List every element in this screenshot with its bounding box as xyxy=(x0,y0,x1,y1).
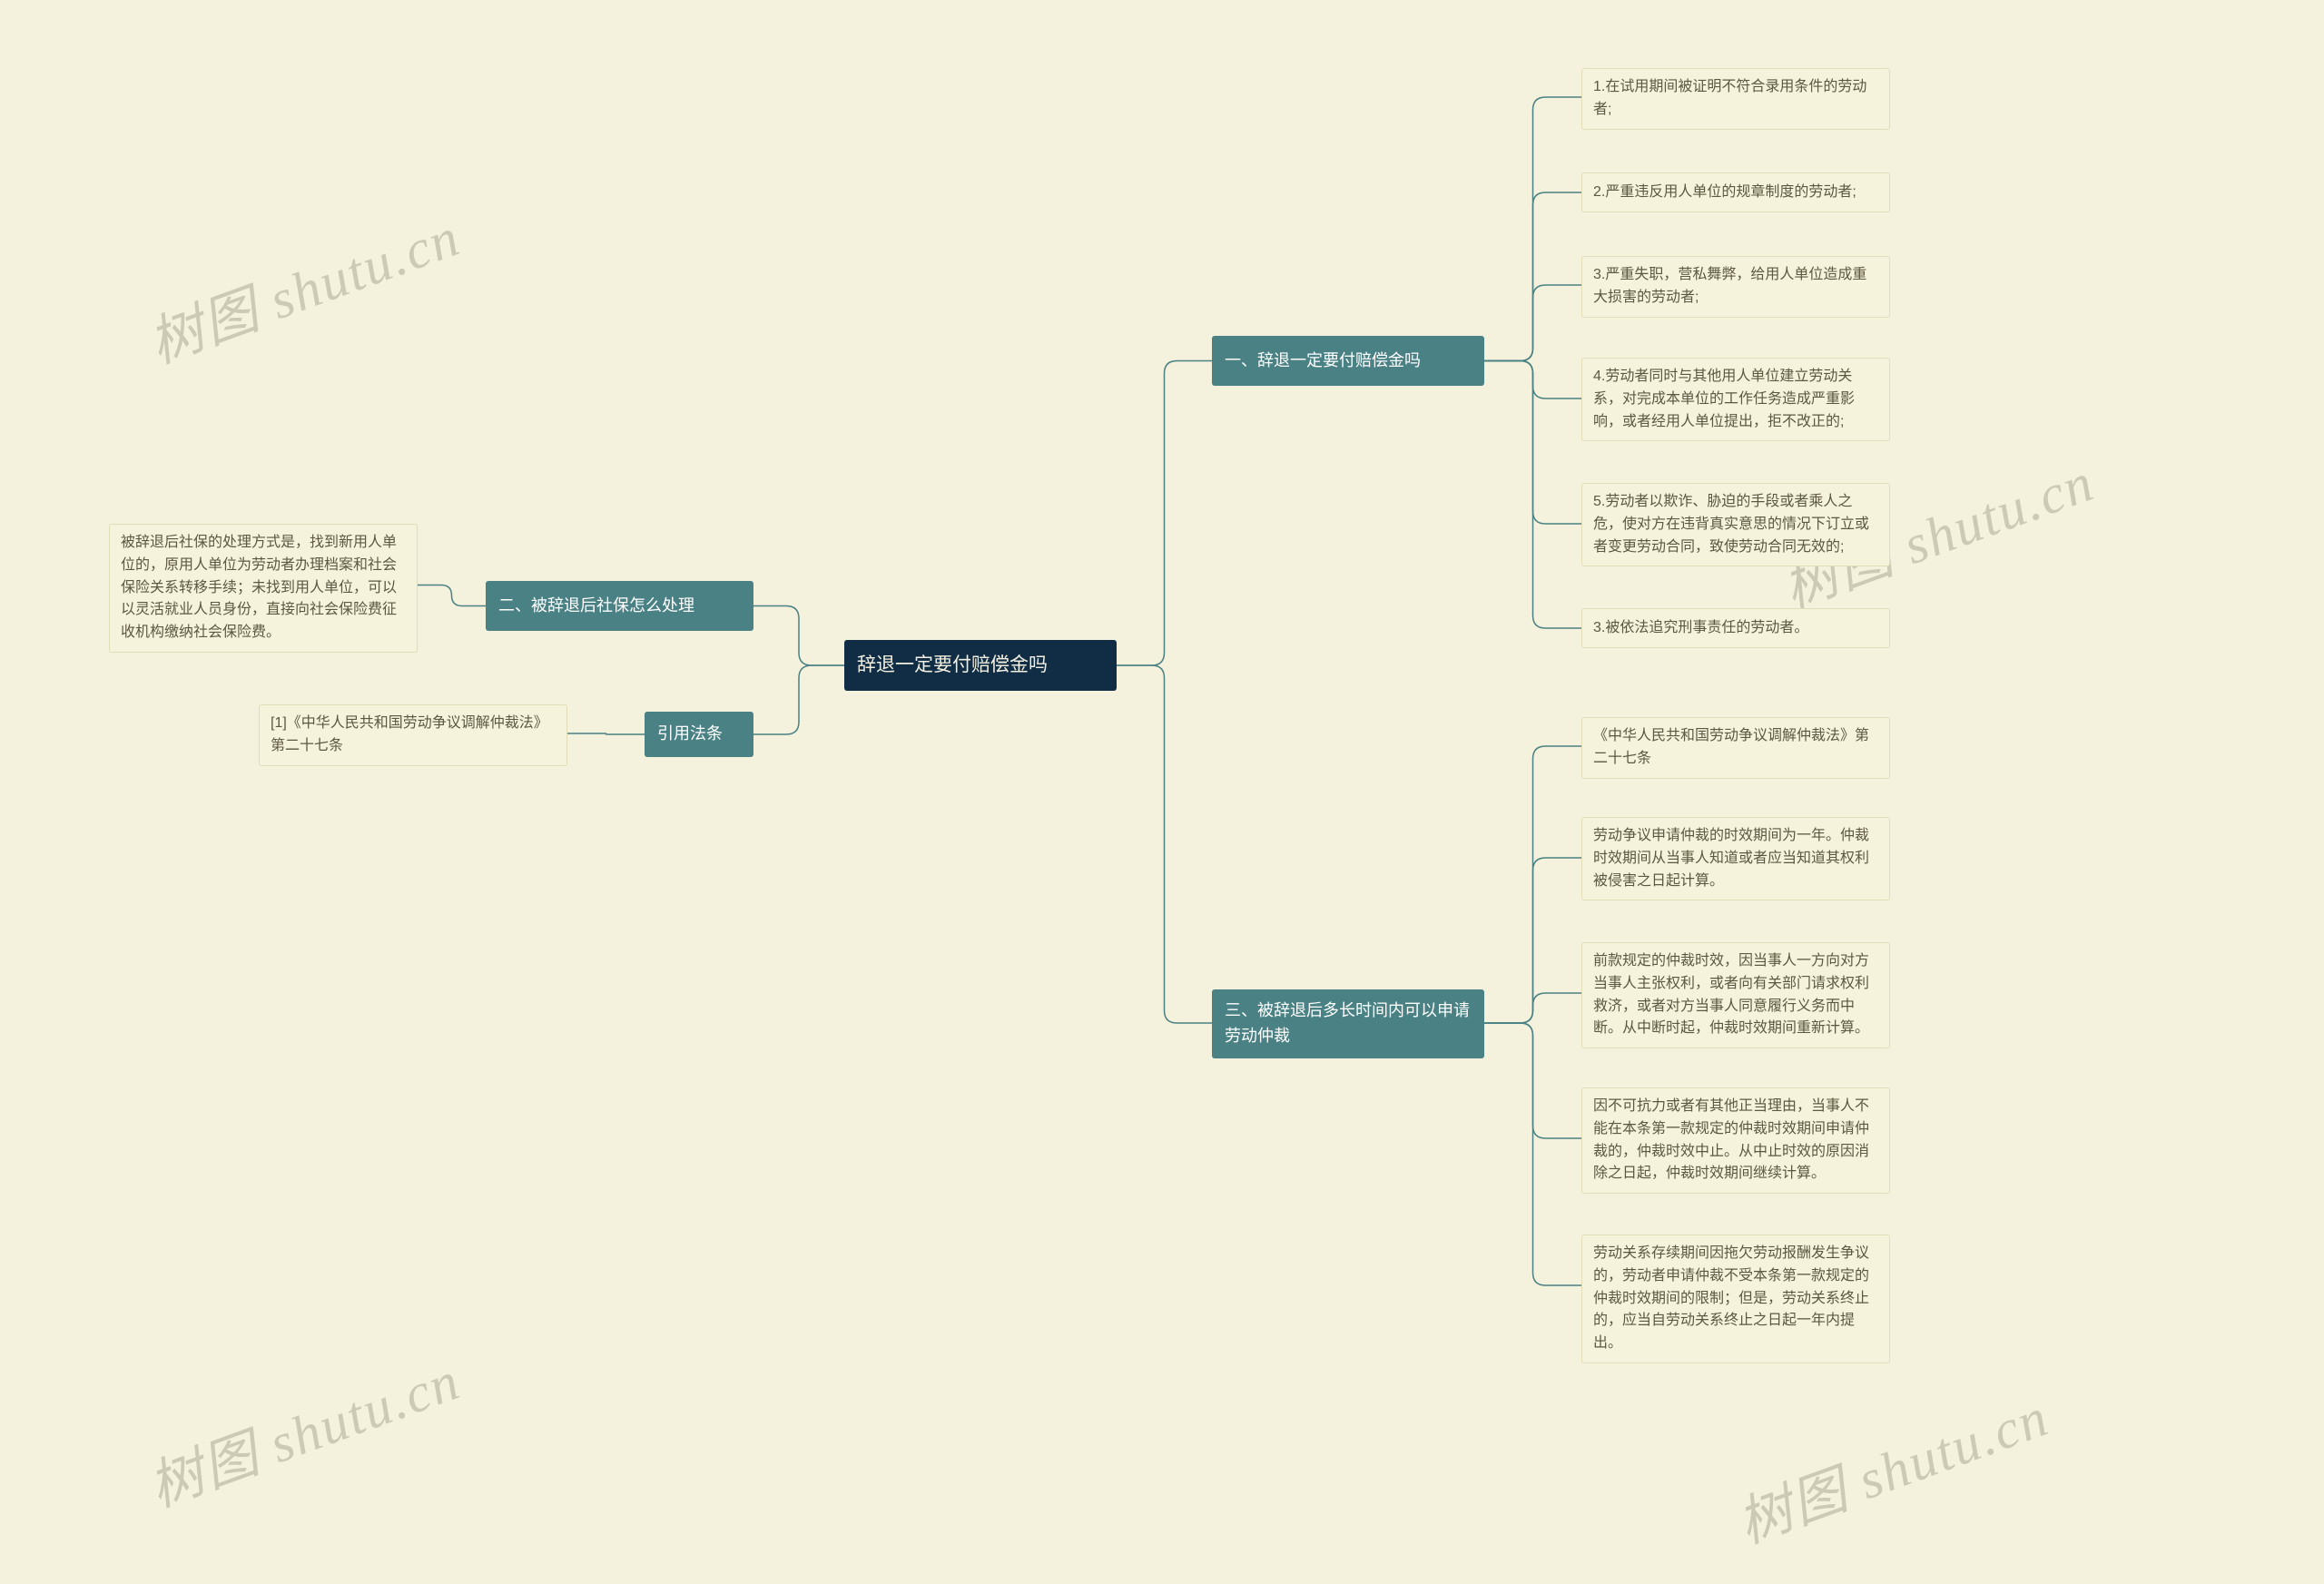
connector-layer xyxy=(0,0,2324,1584)
leaf-node[interactable]: 劳动争议申请仲裁的时效期间为一年。仲裁时效期间从当事人知道或者应当知道其权利被侵… xyxy=(1581,817,1890,900)
branch-node[interactable]: 二、被辞退后社保怎么处理 xyxy=(486,581,753,631)
root-node[interactable]: 辞退一定要付赔偿金吗 xyxy=(844,640,1117,691)
leaf-node[interactable]: 前款规定的仲裁时效，因当事人一方向对方当事人主张权利，或者向有关部门请求权利救济… xyxy=(1581,942,1890,1048)
leaf-node[interactable]: [1]《中华人民共和国劳动争议调解仲裁法》第二十七条 xyxy=(259,704,567,766)
watermark: 树图 shutu.cn xyxy=(136,193,469,379)
leaf-node[interactable]: 被辞退后社保的处理方式是，找到新用人单位的，原用人单位为劳动者办理档案和社会保险… xyxy=(109,524,418,653)
leaf-node[interactable]: 2.严重违反用人单位的规章制度的劳动者; xyxy=(1581,172,1890,212)
watermark: 树图 shutu.cn xyxy=(1725,1373,2058,1559)
leaf-node[interactable]: 5.劳动者以欺诈、胁迫的手段或者乘人之危，使对方在违背真实意思的情况下订立或者变… xyxy=(1581,483,1890,566)
leaf-node[interactable]: 因不可抗力或者有其他正当理由，当事人不能在本条第一款规定的仲裁时效期间申请仲裁的… xyxy=(1581,1087,1890,1194)
branch-node[interactable]: 三、被辞退后多长时间内可以申请劳动仲裁 xyxy=(1212,989,1484,1058)
leaf-node[interactable]: 劳动关系存续期间因拖欠劳动报酬发生争议的，劳动者申请仲裁不受本条第一款规定的仲裁… xyxy=(1581,1235,1890,1363)
leaf-node[interactable]: 1.在试用期间被证明不符合录用条件的劳动者; xyxy=(1581,68,1890,130)
leaf-node[interactable]: 3.被依法追究刑事责任的劳动者。 xyxy=(1581,608,1890,648)
leaf-node[interactable]: 3.严重失职，营私舞弊，给用人单位造成重大损害的劳动者; xyxy=(1581,256,1890,318)
leaf-node[interactable]: 4.劳动者同时与其他用人单位建立劳动关系，对完成本单位的工作任务造成严重影响，或… xyxy=(1581,358,1890,441)
mindmap-canvas: 树图 shutu.cn树图 shutu.cn树图 shutu.cn树图 shut… xyxy=(0,0,2324,1584)
branch-node[interactable]: 一、辞退一定要付赔偿金吗 xyxy=(1212,336,1484,386)
branch-node[interactable]: 引用法条 xyxy=(645,712,753,757)
watermark: 树图 shutu.cn xyxy=(136,1337,469,1522)
leaf-node[interactable]: 《中华人民共和国劳动争议调解仲裁法》第二十七条 xyxy=(1581,717,1890,779)
